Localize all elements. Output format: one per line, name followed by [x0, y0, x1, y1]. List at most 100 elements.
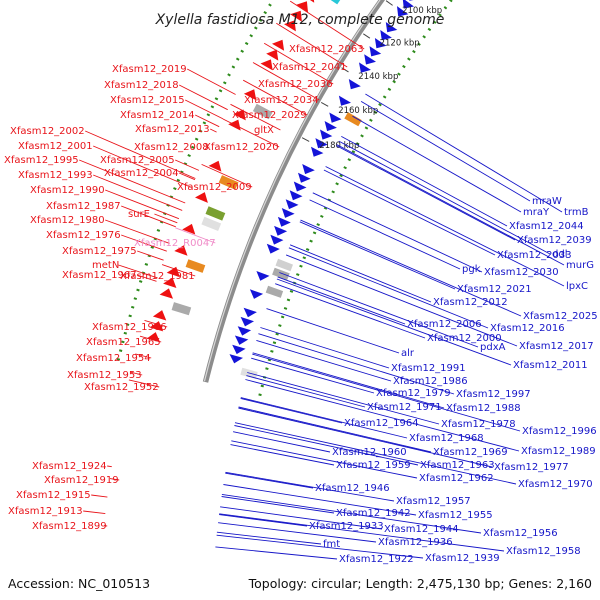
scale-tick-mark	[320, 101, 329, 107]
reverse-gene-arrow	[237, 326, 252, 336]
gene-label-reverse: Xfasm12_1957	[396, 496, 471, 507]
leader-line-reverse	[219, 513, 505, 552]
leader-line-forward	[107, 465, 112, 468]
leader-line-reverse	[220, 506, 383, 530]
forward-gene-arrow	[309, 0, 315, 3]
scale-tick-mark	[363, 33, 371, 39]
gene-label-reverse: pdxA	[480, 342, 506, 353]
leader-line-forward	[210, 128, 217, 133]
reverse-gene-arrow	[234, 335, 249, 345]
leader-line-forward	[184, 99, 224, 120]
reverse-feature-block	[272, 267, 290, 281]
leader-line-forward	[128, 379, 160, 388]
leader-line-forward	[144, 319, 168, 328]
leader-line-forward	[175, 227, 216, 244]
reverse-gene-arrow	[249, 289, 264, 299]
reverse-gene-arrow	[302, 164, 315, 175]
leader-line-reverse	[221, 496, 335, 514]
reverse-gene-arrow	[266, 243, 280, 254]
leader-line-forward	[289, 0, 365, 50]
gene-label-reverse: Xfasm12_2021	[457, 284, 532, 295]
leader-line-reverse	[276, 278, 512, 366]
gene-label-reverse: Xfasm12_1969	[433, 447, 508, 458]
leader-line-forward	[179, 172, 196, 181]
leader-line-forward	[195, 114, 220, 128]
forward-gene-arrow	[146, 332, 161, 343]
leader-line-forward	[121, 234, 167, 252]
leader-line-reverse	[246, 375, 366, 408]
gene-label-reverse: Xfasm12_1970	[518, 479, 593, 490]
gene-label-forward: Xfasm12_2009	[177, 182, 252, 193]
leader-line-reverse	[225, 471, 395, 502]
gene-label-reverse: Xfasm12_1958	[506, 546, 581, 557]
leader-line-reverse	[338, 140, 551, 255]
gene-label-forward: Xfasm12_2001	[18, 141, 93, 152]
reverse-gene-arrow	[229, 354, 243, 364]
gene-label-forward: Xfasm12_2014	[120, 110, 195, 121]
reverse-feature-block	[344, 112, 362, 127]
leader-line-forward	[201, 163, 253, 188]
scale-tick-mark	[385, 0, 393, 6]
leader-line-reverse	[234, 422, 517, 485]
gene-label-reverse: Xfasm12_1997	[456, 389, 531, 400]
gene-label-forward: Xfasm12_2018	[104, 80, 179, 91]
gene-label-reverse: Xfasm12_2025	[523, 311, 598, 322]
reverse-gene-arrow	[324, 121, 337, 132]
leader-line-reverse	[256, 339, 392, 382]
reverse-gene-arrow	[402, 0, 414, 9]
gene-label-reverse: Xfasm12_1988	[446, 403, 521, 414]
forward-feature-block	[218, 175, 239, 190]
gene-label-reverse: Xfasm12_1956	[483, 528, 558, 539]
gene-label-forward: Xfasm12_2019	[112, 64, 187, 75]
leader-line-reverse	[275, 283, 426, 339]
reverse-gene-arrow	[380, 30, 392, 41]
backbone-highlight	[203, 0, 381, 382]
forward-feature-block	[252, 103, 273, 120]
forward-gene-arrow	[174, 245, 188, 256]
leader-line-forward	[83, 510, 106, 515]
leader-line-forward	[186, 68, 236, 95]
forward-gene-arrow	[290, 10, 302, 22]
forward-gene-arrow	[208, 160, 222, 172]
leader-line-forward	[137, 274, 157, 282]
gene-label-reverse: Xfasm12_2000	[427, 333, 502, 344]
gene-label-forward: Xfasm12_2013	[135, 124, 210, 135]
gene-label-reverse: Xfasm12_1977	[494, 462, 569, 473]
leader-line-reverse	[231, 440, 418, 479]
leader-line-reverse	[266, 308, 400, 354]
reverse-gene-arrow	[256, 271, 270, 281]
gene-label-reverse: Xfasm12_2030	[484, 267, 559, 278]
reverse-gene-arrow	[289, 190, 303, 201]
leader-line-reverse	[323, 169, 496, 256]
genome-backbone	[202, 0, 386, 383]
gene-label-reverse: Xfasm12_2016	[490, 323, 565, 334]
forward-gene-arrow	[266, 49, 279, 61]
gene-label-reverse: Xfasm12_1971	[367, 402, 442, 413]
gene-label-forward: metN	[92, 260, 119, 271]
gene-label-reverse: Xfasm12_2044	[509, 221, 584, 232]
gene-label-forward: Xfasm12_1966	[92, 322, 167, 333]
backbone-arc	[202, 0, 386, 383]
gene-label-reverse: Xfasm12_1979	[376, 388, 451, 399]
reverse-gene-arrow	[274, 225, 288, 236]
gene-label-forward: Xfasm12_1952	[84, 382, 159, 393]
gene-label-reverse: Xfasm12_1936	[378, 537, 453, 548]
leader-line-forward	[139, 335, 162, 343]
gene-label-reverse: Xfasm12_1963	[420, 460, 495, 471]
gene-label-forward: Xfasm12_1954	[76, 353, 151, 364]
leader-line-forward	[109, 478, 120, 481]
gene-label-forward: Xfasm12_2041	[272, 62, 347, 73]
reverse-feature-block	[275, 258, 293, 272]
reverse-gene-arrow	[277, 216, 291, 227]
gene-label-reverse: ddl	[552, 249, 567, 260]
gene-label-reverse: Xfasm12_1996	[522, 426, 597, 437]
leader-line-reverse	[289, 244, 432, 303]
gene-label-forward: Xfasm12_1919	[44, 475, 119, 486]
gene-label-reverse: Xfasm12_1978	[441, 419, 516, 430]
gene-label-forward: surE	[128, 209, 150, 220]
gene-label-reverse: Xfasm12_1946	[315, 483, 390, 494]
leader-line-reverse	[299, 221, 456, 290]
gene-label-reverse: Xfasm12_1942	[336, 508, 411, 519]
forward-gene-arrow	[260, 59, 273, 71]
forward-gene-arrow	[159, 288, 173, 299]
